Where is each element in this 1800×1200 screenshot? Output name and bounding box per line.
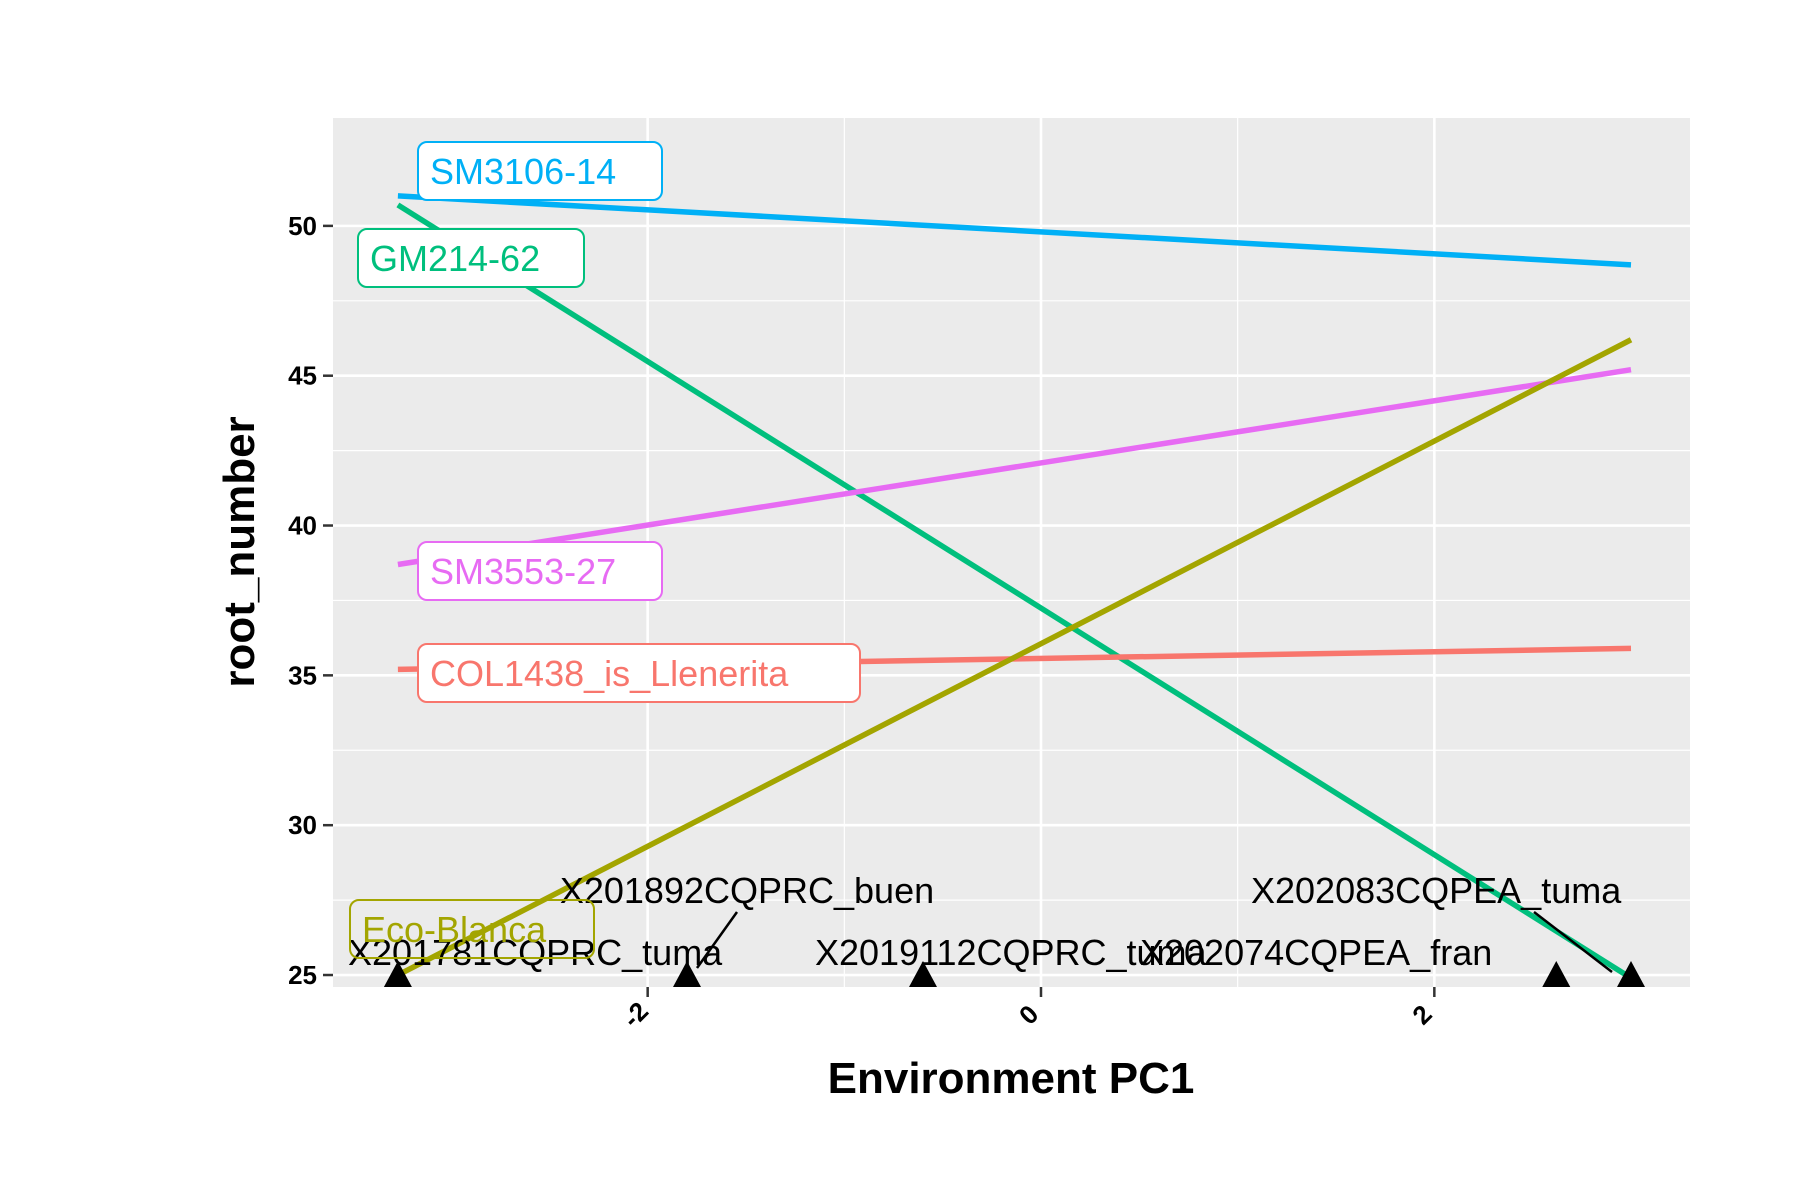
y-tick-label: 30 [288,810,317,840]
y-axis: 25 30 35 40 45 50 [288,211,333,990]
series-label-sm3553-27: SM3553-27 [417,541,663,601]
series-label-box [357,228,585,288]
series-label-box [417,643,861,703]
environment-label-leader [695,911,739,969]
series-label-box [417,541,663,601]
series-label-sm3106-14: SM3106-14 [417,141,663,201]
environment-label: X202083CQPEA_tuma [1251,870,1622,911]
x-tick-label: 2 [1406,999,1437,1030]
series-label-gm214-62: GM214-62 [357,228,585,288]
environment-label: X201892CQPRC_buen [560,870,934,911]
environment-marker [383,961,412,987]
y-axis-title: root_number [215,416,264,687]
series-line-gm214-62 [396,202,1633,981]
series-label-text: Eco-Blanca [362,909,547,950]
series-label-text: GM214-62 [370,238,540,279]
y-tick-label: 40 [288,511,317,541]
series-line-eco-blanca [396,337,1633,978]
x-tick-label: -2 [617,996,655,1034]
environment-markers [383,961,1645,987]
series-line-sm3553-27 [397,366,1632,568]
y-tick-label: 50 [288,211,317,241]
x-axis: -2 0 2 [617,987,1438,1033]
x-axis-title: Environment PC1 [828,1054,1195,1103]
y-tick-label: 45 [288,361,317,391]
series-label-text: COL1438_is_Llenerita [430,653,789,694]
series-labels: SM3106-14 GM214-62 SM3553-27 COL1438_is_Lle… [349,141,861,959]
series-line-sm3106-14 [397,193,1632,268]
series-label-eco-blanca: Eco-Blanca [349,899,595,959]
environment-marker [673,961,701,987]
x-tick-label: 0 [1013,999,1044,1030]
series-label-text: SM3106-14 [430,151,616,192]
series-label-col1438-is-llenerita: COL1438_is_Llenerita [417,643,861,703]
y-tick-label: 35 [288,660,317,690]
environment-label: X202074CQPEA_fran [1140,932,1492,973]
environment-labels: X201781CQPRC_tuma X201892CQPRC_buen X20191… [348,870,1622,973]
y-tick-label: 25 [288,960,317,990]
environment-label: X201781CQPRC_tuma [348,932,723,973]
series-label-box [417,141,663,201]
environment-marker [1542,961,1571,987]
environment-label-leader [1533,911,1613,973]
environment-marker [909,961,937,987]
series-label-text: SM3553-27 [430,551,616,592]
environment-marker [1617,961,1645,987]
series-label-box [349,899,595,959]
environment-label: X2019112CQPRC_tuma [815,932,1208,973]
series-lines [396,193,1633,981]
